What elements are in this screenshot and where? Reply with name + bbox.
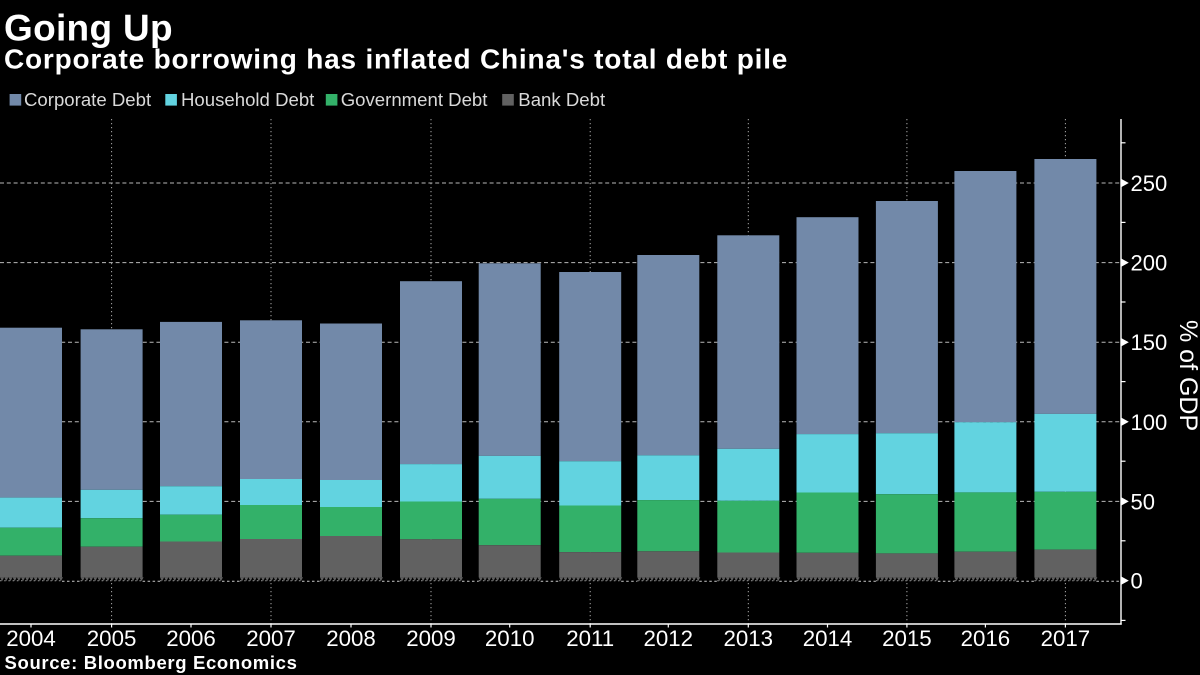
svg-text:Going Up: Going Up: [4, 8, 173, 49]
svg-text:100: 100: [1131, 410, 1168, 435]
svg-text:2010: 2010: [485, 626, 535, 651]
svg-text:2013: 2013: [723, 626, 773, 651]
svg-text:2015: 2015: [882, 626, 932, 651]
svg-text:Source: Bloomberg Economics: Source: Bloomberg Economics: [5, 652, 298, 673]
svg-text:150: 150: [1131, 330, 1168, 355]
svg-text:50: 50: [1131, 489, 1155, 514]
svg-text:250: 250: [1131, 171, 1168, 196]
svg-text:Corporate Debt: Corporate Debt: [24, 89, 152, 110]
svg-text:2004: 2004: [6, 626, 56, 651]
svg-text:0: 0: [1131, 569, 1143, 594]
svg-text:2014: 2014: [803, 626, 853, 651]
svg-text:2016: 2016: [961, 626, 1011, 651]
svg-text:2011: 2011: [566, 626, 614, 651]
svg-text:2017: 2017: [1041, 626, 1091, 651]
svg-text:2008: 2008: [326, 626, 376, 651]
svg-text:Bank Debt: Bank Debt: [518, 89, 606, 110]
svg-text:Government Debt: Government Debt: [341, 89, 489, 110]
svg-text:2007: 2007: [246, 626, 296, 651]
svg-text:Corporate borrowing has inflat: Corporate borrowing has inflated China's…: [4, 44, 788, 75]
svg-text:2012: 2012: [643, 626, 693, 651]
svg-text:% of GDP: % of GDP: [1174, 320, 1200, 431]
svg-text:200: 200: [1131, 251, 1168, 276]
svg-text:2009: 2009: [406, 626, 456, 651]
svg-text:Household Debt: Household Debt: [181, 89, 315, 110]
svg-text:2006: 2006: [166, 626, 216, 651]
svg-text:2005: 2005: [87, 626, 137, 651]
